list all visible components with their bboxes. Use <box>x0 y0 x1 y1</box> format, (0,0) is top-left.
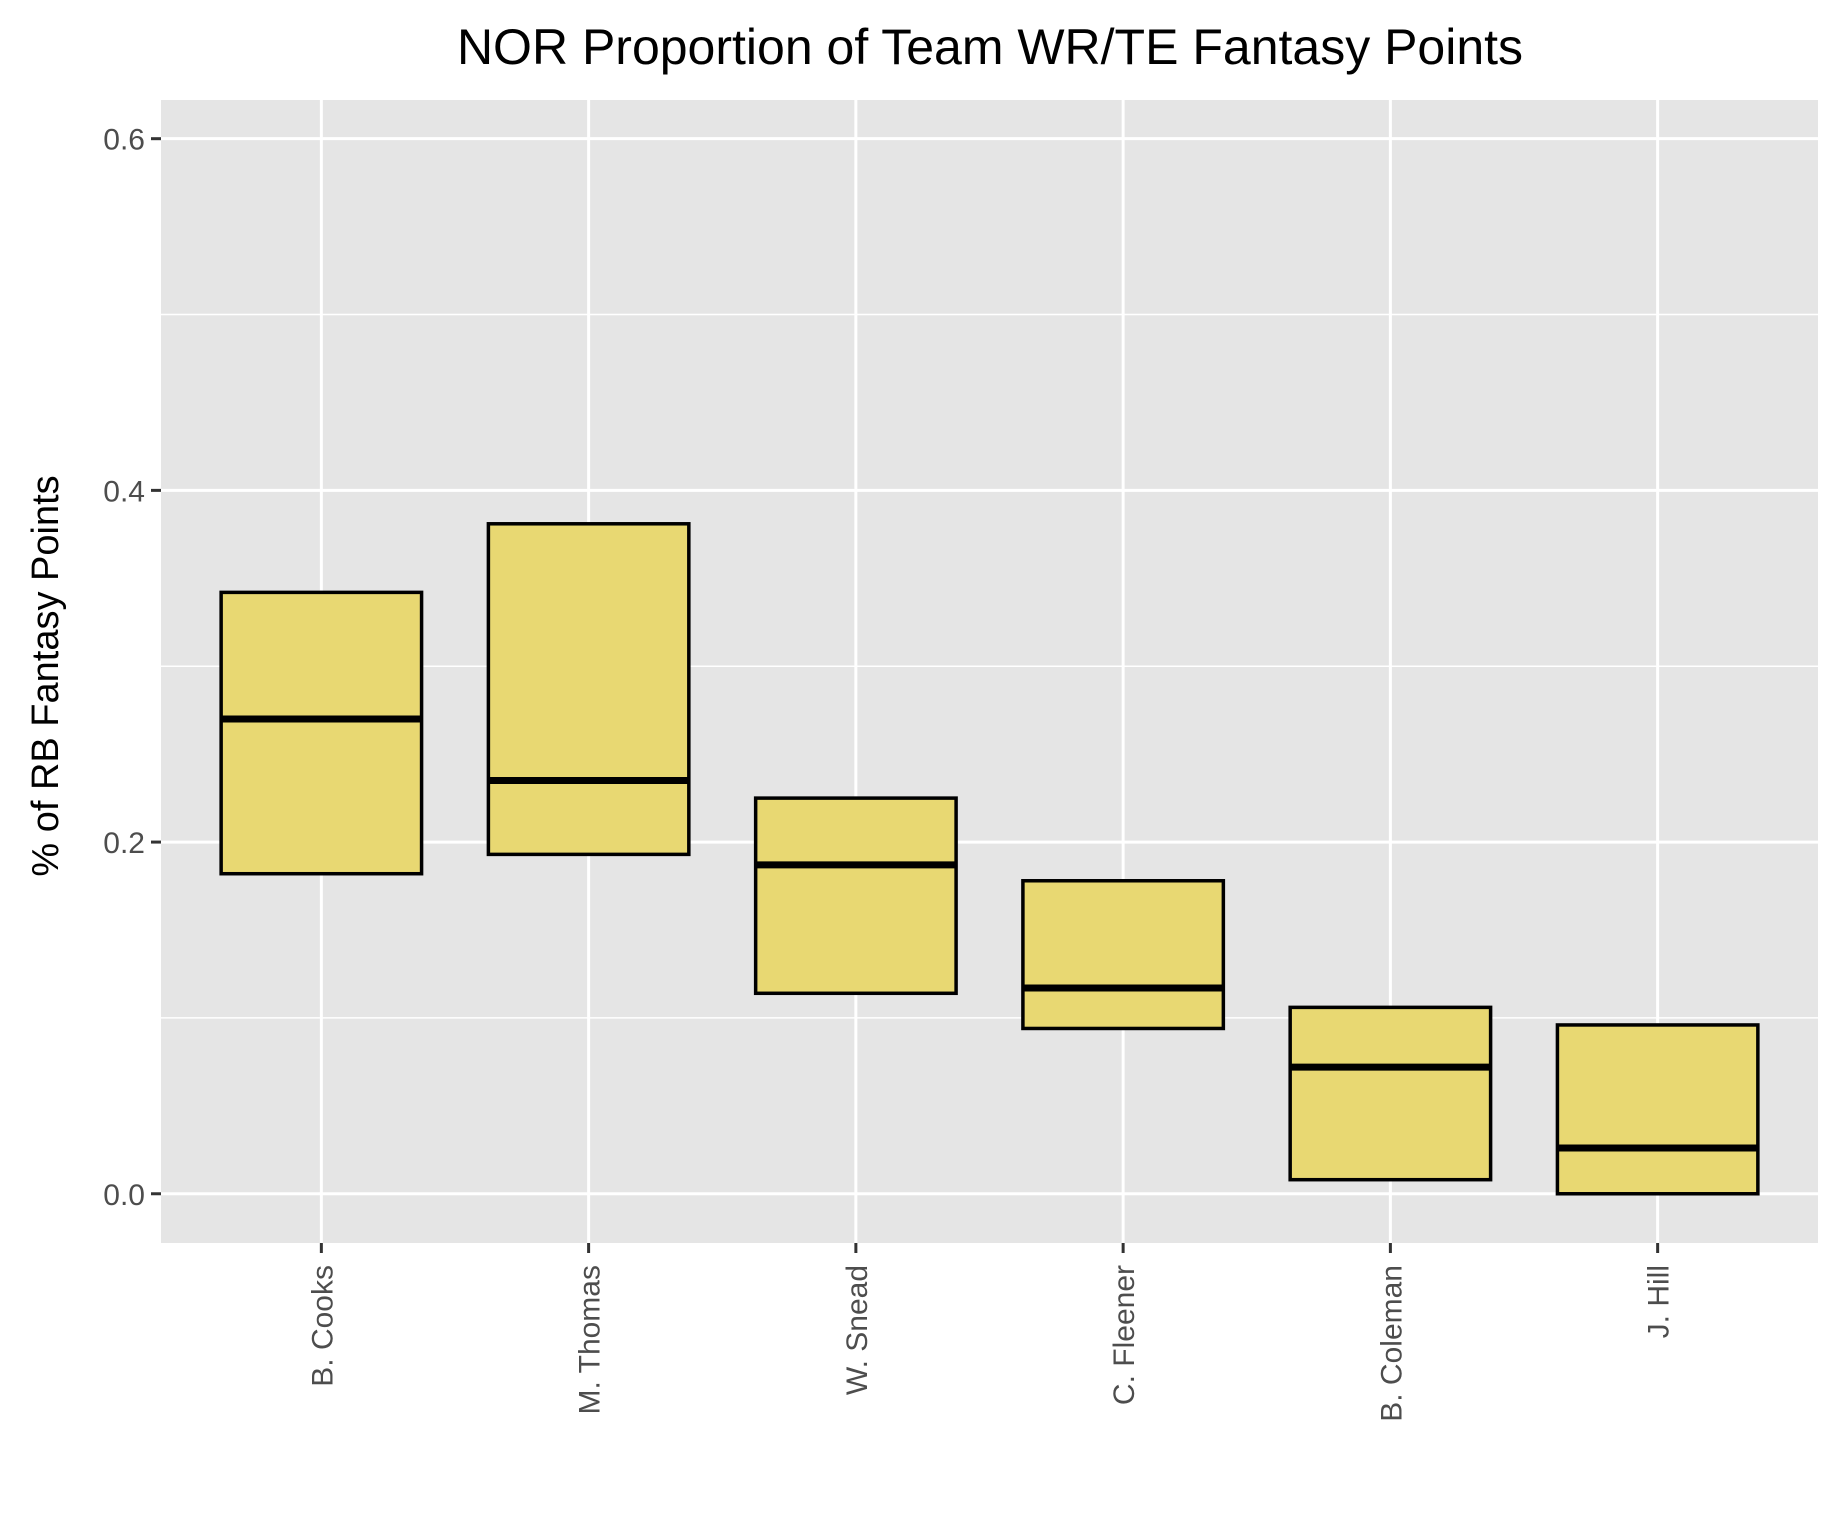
boxes <box>219 522 1760 1196</box>
x-tick-label: W. Snead <box>841 1265 874 1395</box>
box-rect <box>1288 1005 1493 1182</box>
x-axis: B. Cooks M. Thomas W. Snead C. Fleener B. Co… <box>306 1243 1676 1422</box>
x-tick-label: B. Cooks <box>306 1265 339 1387</box>
x-tick-label: B. Coleman <box>1375 1265 1408 1422</box>
y-tick-label: 0.2 <box>103 827 145 860</box>
y-tick-label: 0.4 <box>103 475 145 508</box>
box-b-coleman <box>1288 1005 1493 1182</box>
y-tick-label: 0.0 <box>103 1179 145 1212</box>
minor-gridlines <box>161 313 1818 1019</box>
box-rect <box>219 590 424 876</box>
x-tick-label: J. Hill <box>1643 1265 1676 1338</box>
x-tick-label: M. Thomas <box>574 1265 607 1415</box>
box-rect <box>753 796 958 996</box>
box-rect <box>486 522 691 857</box>
plot-panel <box>161 100 1818 1243</box>
box-c-fleener <box>1021 879 1226 1031</box>
chart-title: NOR Proportion of Team WR/TE Fantasy Poi… <box>457 19 1523 75</box>
box-w-snead <box>753 796 958 996</box>
box-j-hill <box>1555 1023 1760 1196</box>
box-rect <box>1021 879 1226 1031</box>
y-axis-label: % of RB Fantasy Points <box>25 475 67 876</box>
box-m-thomas <box>486 522 691 857</box>
y-tick-label: 0.6 <box>103 124 145 157</box>
box-rect <box>1555 1023 1760 1196</box>
box-b-cooks <box>219 590 424 876</box>
major-gridlines <box>161 100 1818 1243</box>
y-axis: 0.0 0.2 0.4 0.6 <box>103 124 161 1212</box>
x-tick-label: C. Fleener <box>1108 1265 1141 1405</box>
